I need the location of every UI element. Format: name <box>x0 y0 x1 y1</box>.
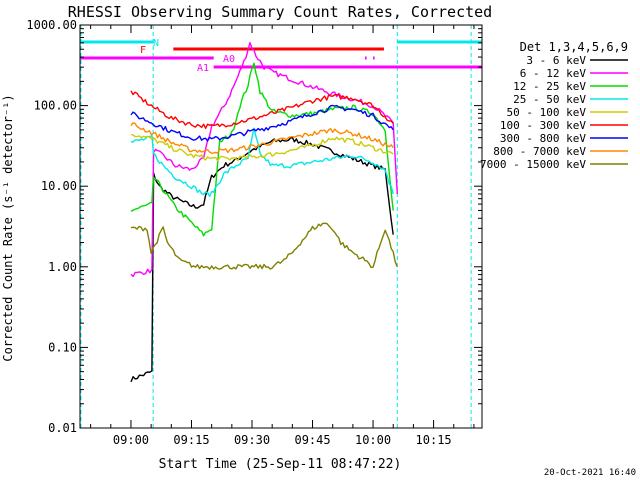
legend-label: 25 - 50 keV <box>513 93 586 106</box>
x-axis-label: Start Time (25-Sep-11 08:47:22) <box>159 457 402 472</box>
flag-label-f: F <box>140 45 146 56</box>
legend-label: 3 - 6 keV <box>526 54 586 67</box>
flag-label-n: N <box>153 38 159 49</box>
footer-timestamp: 20-Oct-2021 16:40 <box>544 468 636 478</box>
y-tick-label: 0.10 <box>48 340 77 354</box>
y-tick-label: 0.01 <box>48 421 77 435</box>
series-line-5 <box>130 90 394 130</box>
legend-label: 800 - 7000 keV <box>493 145 586 158</box>
series-line-0 <box>130 136 394 383</box>
y-tick-label: 10.00 <box>41 179 77 193</box>
series-line-4 <box>130 133 394 162</box>
x-tick-label: 10:15 <box>416 433 452 447</box>
x-tick-label: 09:45 <box>294 433 330 447</box>
series-line-7 <box>130 122 394 155</box>
legend-label: 12 - 25 keV <box>513 80 586 93</box>
series-line-8 <box>130 222 398 270</box>
y-tick-label: 1.00 <box>48 260 77 274</box>
flag-label-a0: A0 <box>223 54 235 65</box>
x-tick-label: 10:00 <box>355 433 391 447</box>
plot-frame <box>79 24 483 429</box>
legend-label: 6 - 12 keV <box>520 67 587 80</box>
axes: 1000.00 100.00 10.00 1.00 0.10 0.01 09:00 09:15… <box>26 18 483 447</box>
chart-title: RHESSI Observing Summary Count Rates, Co… <box>68 3 492 21</box>
x-tick-label: 09:15 <box>173 433 209 447</box>
series-line-3 <box>130 127 394 198</box>
series-line-6 <box>130 104 394 142</box>
legend-label: 300 - 800 keV <box>500 132 586 145</box>
y-tick-label: 1000.00 <box>26 18 77 32</box>
x-tick-label: 09:00 <box>113 433 149 447</box>
legend-title: Det 1,3,4,5,6,9 <box>520 40 628 54</box>
y-axis-label: Corrected Count Rate (s⁻¹ detector⁻¹) <box>1 94 15 361</box>
legend-label: 7000 - 15000 keV <box>480 158 586 171</box>
flag-label-a1: A1 <box>197 63 209 74</box>
legend-label: 100 - 300 keV <box>500 119 586 132</box>
x-tick-label: 09:30 <box>234 433 270 447</box>
plot-area <box>80 25 482 428</box>
legend-label: 50 - 100 keV <box>507 106 587 119</box>
y-tick-label: 100.00 <box>34 99 77 113</box>
